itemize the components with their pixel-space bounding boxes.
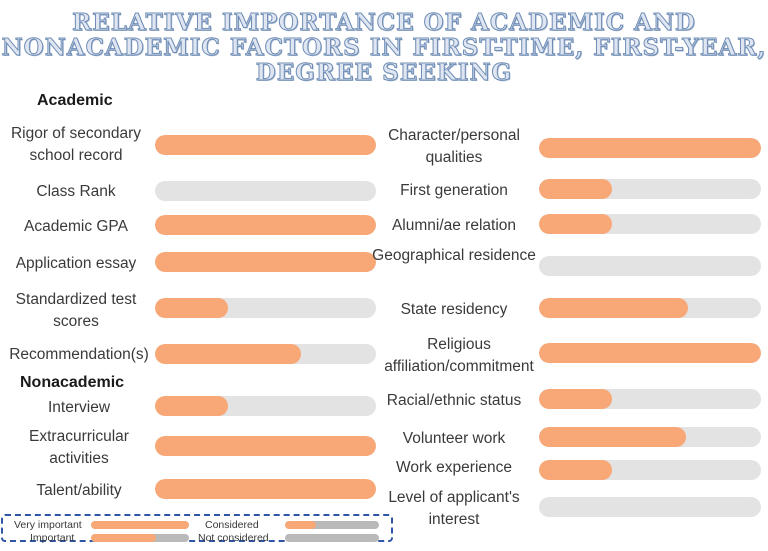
bar-standardized-test-scores [155, 298, 228, 318]
category-label-religious-affiliation-commitment: Religious affiliation/commitment [384, 336, 534, 375]
bar-track-standardized-test-scores [155, 298, 376, 318]
category-label-academic-gpa: Academic GPA [24, 218, 128, 235]
category-label-level-of-applicant-s-interest: Level of applicant's interest [388, 489, 520, 528]
bar-religious-affiliation-commitment [539, 343, 761, 363]
legend-swatch-not-considered [285, 534, 379, 542]
legend-swatch-considered [285, 521, 379, 529]
bar-talent-ability [155, 479, 376, 499]
legend-fill [91, 521, 189, 529]
legend-fill [285, 521, 317, 529]
legend: Very important Important Considered Not … [1, 514, 393, 544]
bar-application-essay [155, 252, 376, 272]
bar-track-academic-gpa [155, 215, 376, 235]
bar-track-work-experience [539, 460, 761, 480]
category-label-first-generation: First generation [400, 182, 508, 199]
bar-track-character-personal-qualities [539, 138, 761, 158]
category-label-extracurricular-activities: Extracurricular activities [29, 428, 129, 467]
section-heading-nonacademic: Nonacademic [20, 374, 125, 391]
category-label-character-personal-qualities: Character/personal qualities [388, 127, 520, 166]
bar-first-generation [539, 179, 613, 199]
bar-track-extracurricular-activities [155, 436, 376, 456]
category-label-class-rank: Class Rank [36, 183, 116, 200]
bar-track-volunteer-work [539, 427, 761, 447]
bar-track-first-generation [539, 179, 761, 199]
bar-track-alumni-ae-relation [539, 214, 761, 234]
category-label-geographical-residence: Geographical residence [372, 247, 536, 264]
bar-character-personal-qualities [539, 138, 761, 158]
section-heading-academic: Academic [37, 92, 113, 109]
category-label-work-experience: Work experience [395, 459, 512, 476]
bar-track-geographical-residence [539, 256, 761, 276]
category-label-recommendation-s: Recommendation(s) [9, 346, 149, 363]
category-label-volunteer-work: Volunteer work [402, 430, 506, 447]
bar-track-level-of-applicant-s-interest [539, 497, 761, 517]
bar-volunteer-work [539, 427, 686, 447]
bar-academic-gpa [155, 215, 376, 235]
bar-track-religious-affiliation-commitment [539, 343, 761, 363]
bar-alumni-ae-relation [539, 214, 613, 234]
legend-swatch-important [91, 534, 189, 542]
bar-track-application-essay [155, 252, 376, 272]
bar-recommendation-s [155, 344, 301, 364]
bar-work-experience [539, 460, 613, 480]
bar-racial-ethnic-status [539, 389, 613, 409]
category-label-state-residency: State residency [400, 301, 508, 318]
bar-state-residency [539, 298, 688, 318]
bar-track-recommendation-s [155, 344, 376, 364]
bar-track-racial-ethnic-status [539, 389, 761, 409]
bar-track-class-rank [155, 181, 376, 201]
category-label-racial-ethnic-status: Racial/ethnic status [386, 392, 522, 409]
category-label-interview: Interview [47, 399, 111, 416]
bar-extracurricular-activities [155, 436, 376, 456]
legend-fill [91, 534, 156, 542]
bar-track-rigor-of-secondary-school-record [155, 135, 376, 155]
category-label-rigor-of-secondary-school-record: Rigor of secondary school record [10, 125, 142, 164]
category-label-standardized-test-scores: Standardized test scores [15, 291, 137, 330]
category-label-talent-ability: Talent/ability [36, 482, 122, 499]
category-label-alumni-ae-relation: Alumni/ae relation [391, 217, 517, 234]
bar-track-interview [155, 396, 376, 416]
legend-label-not-considered: Not considered [198, 532, 269, 544]
bar-track-talent-ability [155, 479, 376, 499]
chart-title: Relative importance of academic and nona… [1, 9, 767, 86]
bar-track-state-residency [539, 298, 761, 318]
legend-label-considered: Considered [205, 519, 259, 531]
bar-interview [155, 396, 228, 416]
bar-rigor-of-secondary-school-record [155, 135, 376, 155]
legend-label-very-important: Very important [14, 519, 82, 531]
legend-swatch-very-important [91, 521, 189, 529]
category-label-application-essay: Application essay [15, 255, 137, 272]
legend-label-important: Important [30, 532, 75, 544]
